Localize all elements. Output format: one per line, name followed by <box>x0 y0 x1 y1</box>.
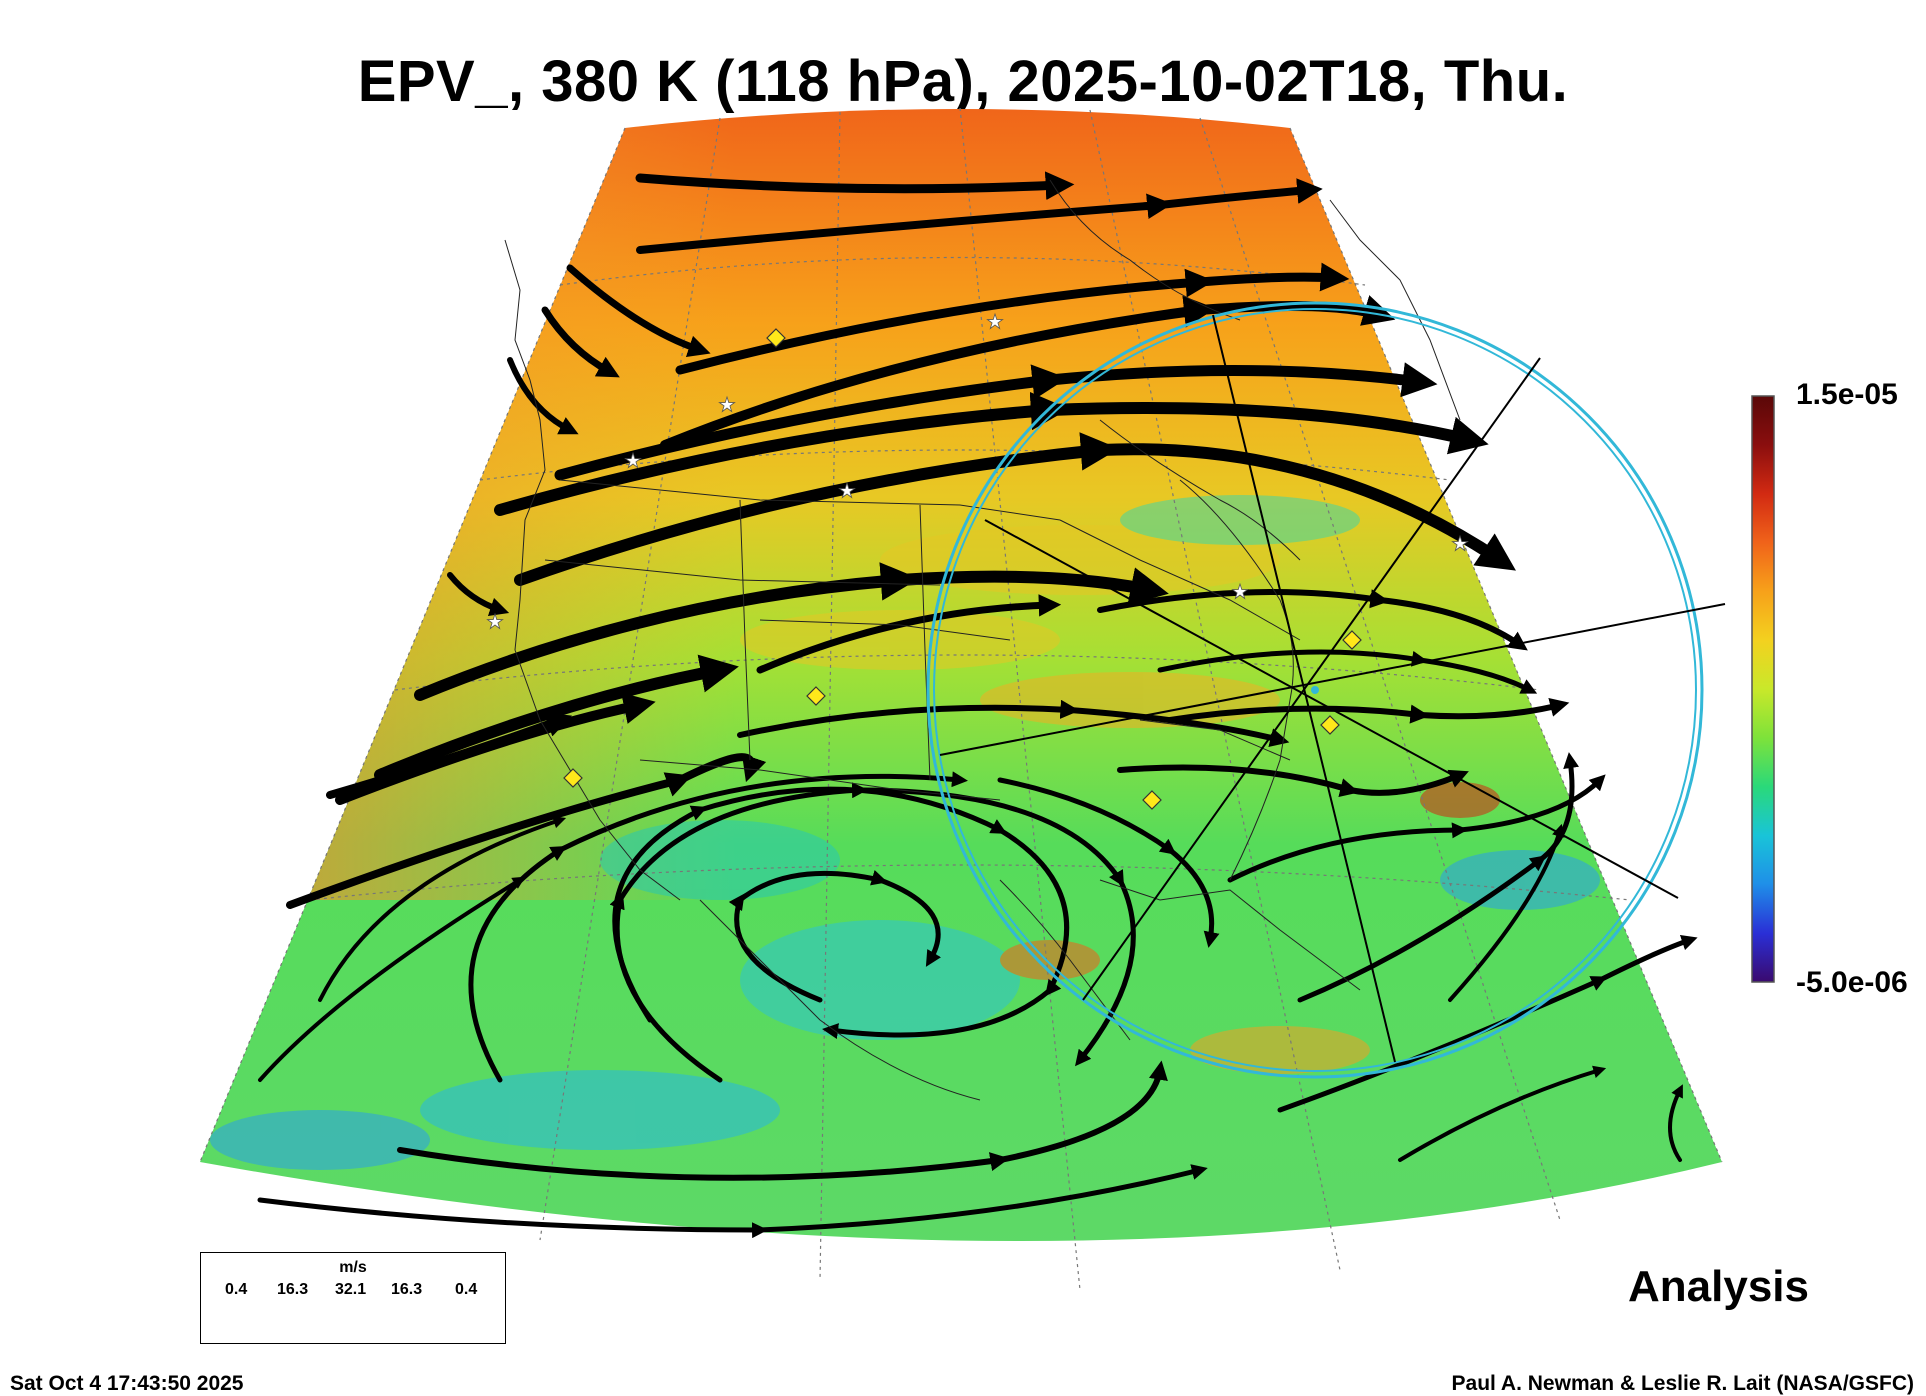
meridian-line <box>539 117 721 1241</box>
station-diamond-marker <box>806 686 826 706</box>
page-title: EPV_, 380 K (118 hPa), 2025-10-02T18, Th… <box>357 49 1569 114</box>
coastline <box>1049 179 1241 321</box>
legend-value: 0.4 <box>225 1281 248 1298</box>
station-diamond-marker <box>1142 790 1162 810</box>
station-markers <box>486 312 1469 810</box>
coastline <box>759 619 1011 641</box>
coastline <box>1329 199 1461 421</box>
station-diamond-marker <box>1320 715 1340 735</box>
streamline <box>514 432 1516 586</box>
streamline <box>447 572 510 617</box>
coastline <box>1099 879 1361 991</box>
colorbar <box>1751 395 1775 983</box>
streamline <box>1448 823 1565 1002</box>
station-star-marker <box>838 481 856 499</box>
meridian-line <box>1199 117 1561 1221</box>
coastline <box>739 499 751 761</box>
streamline <box>737 699 1290 747</box>
streamline <box>635 171 1075 201</box>
coastlines <box>504 179 1461 1101</box>
streamlines <box>257 171 1698 1239</box>
station-star-marker <box>1451 534 1469 552</box>
streamline <box>258 876 526 1082</box>
center-marker <box>1311 686 1319 694</box>
legend-unit: m/s <box>339 1259 367 1276</box>
coastline <box>504 239 681 901</box>
streamline <box>397 1060 1168 1181</box>
station-star-marker <box>986 312 1004 330</box>
parallel-line <box>309 864 1631 901</box>
streamline <box>318 815 567 1002</box>
coastline <box>559 479 1061 521</box>
meridian-line <box>199 127 626 1163</box>
streamline <box>1117 764 1469 797</box>
streamline <box>997 777 1220 948</box>
streamline <box>1297 752 1580 1003</box>
coastline <box>999 879 1131 1041</box>
streamline <box>554 362 1438 481</box>
wind-legend: m/s 0.4 16.3 32.1 16.3 0.4 <box>200 1252 506 1344</box>
footer-credit: Paul A. Newman & Leslie R. Lait (NASA/GS… <box>1451 1372 1914 1395</box>
streamline <box>636 178 1323 254</box>
station-star-marker <box>1231 582 1249 600</box>
analysis-label: Analysis <box>1628 1262 1809 1311</box>
range-ring <box>926 301 1704 1079</box>
station-diamond-marker <box>1342 630 1362 650</box>
streamline <box>374 654 739 781</box>
streamline <box>675 262 1350 375</box>
coastline <box>1179 479 1294 881</box>
coastline <box>639 759 1001 801</box>
streamline <box>414 562 1169 701</box>
station-star-marker <box>486 612 504 630</box>
streamline <box>1167 698 1570 724</box>
coastline <box>1059 519 1301 641</box>
streamline <box>566 264 711 358</box>
meridian-line <box>819 111 841 1281</box>
radial-lines <box>939 314 1726 1063</box>
legend-value: 16.3 <box>277 1281 309 1298</box>
streamline <box>1097 589 1528 651</box>
station-diamond-marker <box>563 768 583 788</box>
legend-value: 32.1 <box>335 1281 367 1298</box>
station-diamond-marker <box>766 328 786 348</box>
streamline <box>257 1164 1208 1239</box>
colorbar-gradient <box>1751 395 1775 983</box>
streamline <box>756 594 1062 674</box>
station-star-marker <box>624 451 642 469</box>
colorbar-min-label: -5.0e-06 <box>1796 966 1908 999</box>
coastline <box>1099 419 1301 561</box>
streamline <box>1398 1065 1607 1162</box>
legend-value: 16.3 <box>391 1281 423 1298</box>
coastline <box>699 899 981 1101</box>
station-star-marker <box>718 395 736 413</box>
streamline <box>326 712 573 799</box>
streamline <box>507 357 579 435</box>
streamline <box>660 295 1396 450</box>
coastline <box>919 504 931 781</box>
footer-timestamp: Sat Oct 4 17:43:50 2025 <box>10 1372 244 1395</box>
streamline <box>1157 649 1538 694</box>
streamline <box>468 771 968 1083</box>
legend-value: 0.4 <box>455 1281 478 1298</box>
colorbar-max-label: 1.5e-05 <box>1796 378 1898 411</box>
streamline <box>494 391 1489 516</box>
coastline <box>1139 719 1291 761</box>
streamline <box>1668 1084 1683 1162</box>
streamline <box>541 306 620 378</box>
coastline <box>544 559 941 586</box>
